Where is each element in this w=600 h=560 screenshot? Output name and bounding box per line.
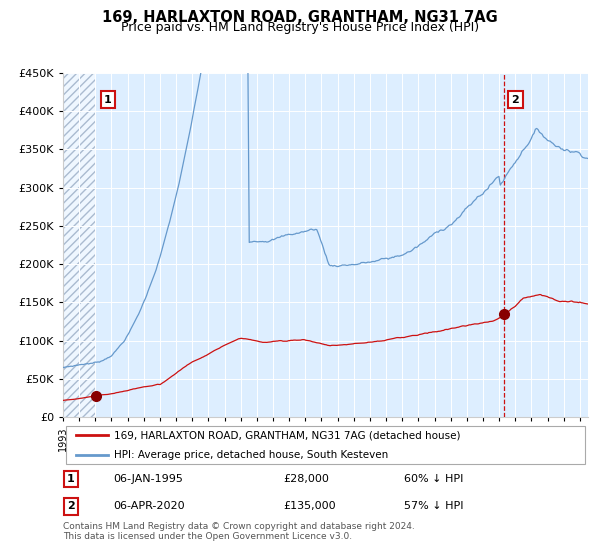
Text: 2: 2: [512, 95, 520, 105]
Text: 1: 1: [104, 95, 112, 105]
FancyBboxPatch shape: [65, 426, 586, 464]
Text: 06-APR-2020: 06-APR-2020: [113, 501, 185, 511]
Text: Price paid vs. HM Land Registry's House Price Index (HPI): Price paid vs. HM Land Registry's House …: [121, 21, 479, 34]
Text: Contains HM Land Registry data © Crown copyright and database right 2024.
This d: Contains HM Land Registry data © Crown c…: [63, 522, 415, 542]
Text: 169, HARLAXTON ROAD, GRANTHAM, NG31 7AG: 169, HARLAXTON ROAD, GRANTHAM, NG31 7AG: [102, 10, 498, 25]
Text: 60% ↓ HPI: 60% ↓ HPI: [404, 474, 464, 484]
Bar: [63, 73, 95, 417]
Text: £135,000: £135,000: [284, 501, 336, 511]
Text: 2: 2: [67, 501, 75, 511]
Bar: [63, 73, 95, 417]
Text: 1: 1: [67, 474, 75, 484]
Text: HPI: Average price, detached house, South Kesteven: HPI: Average price, detached house, Sout…: [115, 450, 389, 460]
Text: 57% ↓ HPI: 57% ↓ HPI: [404, 501, 464, 511]
Text: 06-JAN-1995: 06-JAN-1995: [113, 474, 183, 484]
Text: 169, HARLAXTON ROAD, GRANTHAM, NG31 7AG (detached house): 169, HARLAXTON ROAD, GRANTHAM, NG31 7AG …: [115, 430, 461, 440]
Text: £28,000: £28,000: [284, 474, 329, 484]
